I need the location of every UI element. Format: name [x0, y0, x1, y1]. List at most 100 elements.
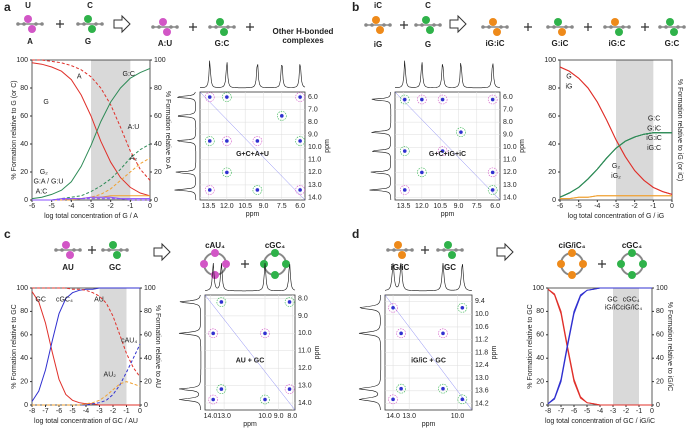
scheme-label: iG/iC — [391, 263, 410, 272]
peak — [391, 305, 395, 310]
x-tick-label: 9.0 — [259, 203, 269, 210]
atom — [386, 248, 390, 252]
series-label: A₂ — [130, 155, 138, 162]
peak-marker — [487, 94, 498, 105]
peak — [460, 305, 465, 310]
x-tick-label: 6.0 — [490, 203, 500, 210]
shaded-range — [99, 288, 127, 405]
scheme-label: GC — [444, 263, 456, 272]
y-tick-label: 11.0 — [503, 157, 516, 164]
peak-marker — [222, 167, 232, 178]
x-axis-label: log total concentration of GC / AU — [34, 418, 138, 425]
y-tick-label: 12.0 — [308, 169, 322, 176]
peak-marker — [252, 136, 263, 146]
scheme-label: G:C — [215, 39, 230, 48]
atom — [214, 25, 218, 29]
series-line — [559, 66, 673, 195]
peak — [263, 397, 267, 402]
y-tick-label: 60 — [536, 332, 544, 339]
series-label: G₂ — [612, 163, 620, 170]
peak — [298, 95, 302, 99]
x-tick-label: -5 — [69, 408, 75, 415]
x-tick-label: 13.0 — [217, 413, 231, 420]
y-tick-label: 10.0 — [298, 330, 312, 337]
base — [220, 28, 228, 36]
series-line — [31, 287, 140, 402]
peak — [219, 387, 224, 391]
y-tick-label: 10.0 — [308, 144, 322, 151]
peak — [287, 387, 292, 391]
atom — [157, 25, 161, 29]
panel-letter: a — [4, 0, 11, 14]
series-line — [32, 381, 141, 406]
peak — [402, 188, 407, 192]
atom — [499, 25, 503, 29]
peak — [280, 114, 284, 118]
peak-marker — [437, 94, 448, 105]
x-tick-label: -3 — [613, 203, 619, 210]
peak-marker — [399, 94, 410, 105]
y-tick-label: 12.4 — [475, 362, 489, 369]
atom — [34, 22, 38, 26]
peak — [460, 397, 465, 402]
y2-tick-label: 60 — [144, 332, 152, 339]
x-tick-label: 10.0 — [258, 413, 272, 420]
peak-marker — [417, 167, 427, 178]
peak-marker — [487, 185, 498, 195]
y-tick-label: 12.0 — [503, 169, 517, 176]
y2-tick-label: 20 — [154, 169, 162, 176]
arrow — [449, 14, 467, 34]
x-axis-label: log total concentration of G / A — [44, 213, 138, 220]
x-tick-label: 10.5 — [238, 203, 252, 210]
base — [271, 271, 279, 279]
scheme-label: A — [27, 37, 33, 46]
atom — [676, 25, 680, 29]
spectrum-label: G+C+A+U — [236, 151, 269, 158]
base — [554, 18, 562, 26]
x-tick-label: -1 — [636, 408, 642, 415]
peak — [399, 386, 403, 391]
series-line — [32, 157, 151, 201]
peak-marker — [295, 136, 305, 146]
base — [200, 260, 208, 268]
base — [394, 241, 402, 249]
y-axis-label: ppm — [314, 346, 321, 360]
y2-axis-label: % Formation relative to AU — [154, 305, 161, 388]
atom — [16, 22, 20, 26]
peak-marker — [252, 185, 263, 195]
atom — [382, 23, 386, 27]
y2-axis-label: % Formation relative to iG (or iC) — [676, 79, 683, 181]
scheme-label: iC — [374, 1, 382, 10]
atom — [125, 248, 129, 252]
y-tick-label: 80 — [20, 85, 28, 92]
atom — [60, 248, 64, 252]
atom — [658, 25, 662, 29]
peak — [219, 300, 224, 304]
spectrum-label: G+C+iG+iC — [429, 151, 466, 158]
atom — [627, 25, 631, 29]
base — [628, 271, 636, 279]
atom — [40, 22, 44, 26]
peak — [402, 149, 407, 153]
base — [282, 260, 290, 268]
atom — [682, 25, 686, 29]
arrow — [496, 242, 514, 262]
y-axis-label: % Formation relative to G (or C) — [11, 80, 18, 179]
projection-top — [395, 60, 501, 89]
atom — [119, 248, 123, 252]
peak — [207, 188, 212, 192]
peak — [255, 139, 260, 143]
base — [639, 260, 647, 268]
base — [666, 18, 674, 26]
peak-marker — [487, 167, 498, 178]
base — [493, 28, 501, 36]
scheme-label: iG:iC — [485, 39, 504, 48]
x-tick-label: -6 — [571, 408, 577, 415]
atom — [487, 25, 491, 29]
x-tick-label: -1 — [650, 203, 656, 210]
x-tick-label: -3 — [96, 408, 102, 415]
atom — [420, 23, 424, 27]
y-tick-label: 0 — [540, 402, 544, 409]
y-tick-label: 13.0 — [475, 375, 489, 382]
series-label: AU — [94, 297, 104, 304]
